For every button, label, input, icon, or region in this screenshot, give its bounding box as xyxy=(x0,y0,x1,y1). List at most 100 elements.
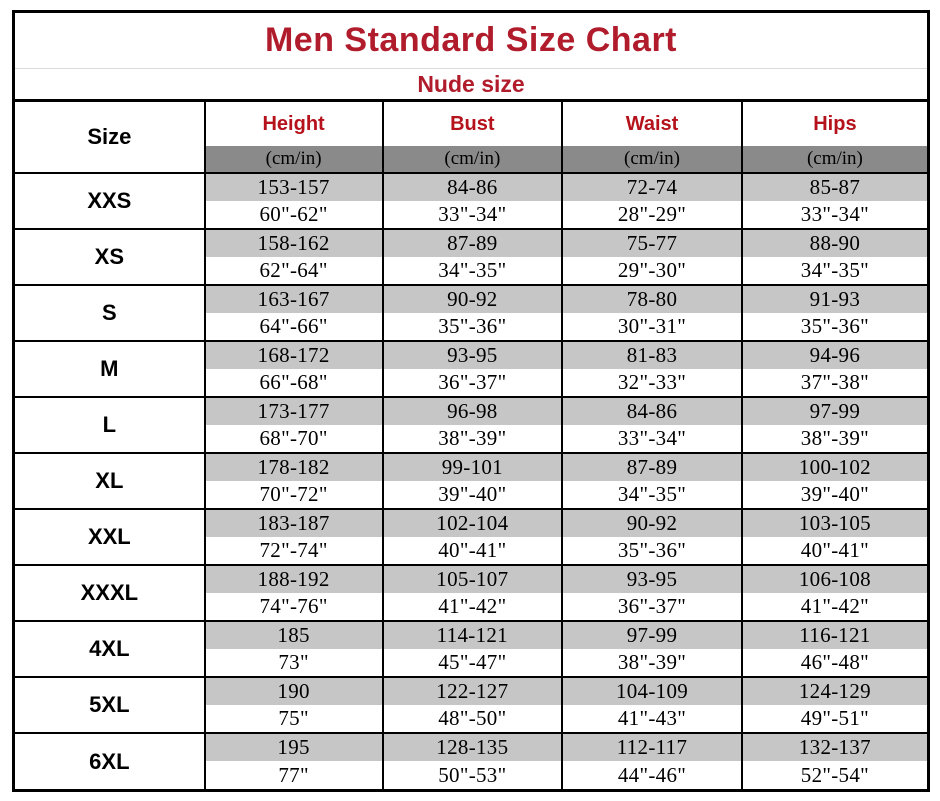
height-cm-cell: 190 xyxy=(203,676,384,705)
size-label: 6XL xyxy=(15,732,206,789)
size-row-cm: L 173-177 96-98 84-86 97-99 xyxy=(15,396,927,453)
size-row-cm: 5XL 190 122-127 104-109 124-129 xyxy=(15,676,927,733)
waist-in-cell: 29"-30" xyxy=(561,257,743,285)
bust-in-cell: 34"-35" xyxy=(381,257,564,285)
hips-cm-cell: 88-90 xyxy=(740,228,927,257)
hips-cm-cell: 106-108 xyxy=(740,564,927,593)
hips-cm-cell: 124-129 xyxy=(740,676,927,705)
unit-label-hips: (cm/in) xyxy=(740,146,927,174)
size-row-in: 77" 50"-53" 44"-46" 52"-54" xyxy=(15,761,927,789)
height-in-cell: 68"-70" xyxy=(204,425,384,453)
height-in-cell: 72"-74" xyxy=(204,537,384,565)
bust-cm-cell: 99-101 xyxy=(381,452,564,481)
waist-in-cell: 36"-37" xyxy=(561,593,743,621)
size-row-in: 70"-72" 39"-40" 34"-35" 39"-40" xyxy=(15,481,927,509)
bust-in-cell: 38"-39" xyxy=(381,425,564,453)
height-cm-cell: 195 xyxy=(203,732,384,761)
hips-in-cell: 38"-39" xyxy=(740,425,927,453)
height-in-cell: 62"-64" xyxy=(204,257,384,285)
unit-label-bust: (cm/in) xyxy=(381,146,564,174)
size-row-cm: XXS 153-157 84-86 72-74 85-87 xyxy=(15,172,927,229)
height-in-cell: 70"-72" xyxy=(204,481,384,509)
height-cm-cell: 188-192 xyxy=(203,564,384,593)
waist-cm-cell: 81-83 xyxy=(561,340,743,369)
hips-in-cell: 40"-41" xyxy=(740,537,927,565)
chart-subtitle: Nude size xyxy=(15,69,927,102)
bust-in-cell: 39"-40" xyxy=(381,481,564,509)
size-label: L xyxy=(15,396,206,453)
bust-cm-cell: 105-107 xyxy=(381,564,564,593)
bust-cm-cell: 93-95 xyxy=(381,340,564,369)
size-row-cm: XXXL 188-192 105-107 93-95 106-108 xyxy=(15,564,927,621)
height-cm-cell: 163-167 xyxy=(203,284,384,313)
size-row-in: 68"-70" 38"-39" 33"-34" 38"-39" xyxy=(15,425,927,453)
size-row-in: 64"-66" 35"-36" 30"-31" 35"-36" xyxy=(15,313,927,341)
hips-in-cell: 46"-48" xyxy=(740,649,927,677)
height-cm-cell: 153-157 xyxy=(203,172,384,201)
height-in-cell: 75" xyxy=(204,705,384,733)
hips-in-cell: 39"-40" xyxy=(740,481,927,509)
waist-in-cell: 34"-35" xyxy=(561,481,743,509)
height-in-cell: 60"-62" xyxy=(204,201,384,229)
column-header-height: Height xyxy=(203,102,384,146)
height-in-cell: 66"-68" xyxy=(204,369,384,397)
hips-cm-cell: 132-137 xyxy=(740,732,927,761)
size-row-in: 73" 45"-47" 38"-39" 46"-48" xyxy=(15,649,927,677)
size-row-in: 62"-64" 34"-35" 29"-30" 34"-35" xyxy=(15,257,927,285)
bust-cm-cell: 102-104 xyxy=(381,508,564,537)
height-in-cell: 74"-76" xyxy=(204,593,384,621)
size-table-body: XXS 153-157 84-86 72-74 85-87 60"-62" 33… xyxy=(15,172,927,789)
size-table: Size Height Bust Waist Hips (cm/in) (cm/… xyxy=(15,102,927,789)
waist-in-cell: 30"-31" xyxy=(561,313,743,341)
size-row-cm: 6XL 195 128-135 112-117 132-137 xyxy=(15,732,927,789)
hips-in-cell: 49"-51" xyxy=(740,705,927,733)
column-header-bust: Bust xyxy=(381,102,564,146)
size-row-in: 60"-62" 33"-34" 28"-29" 33"-34" xyxy=(15,201,927,229)
size-label: 4XL xyxy=(15,620,206,677)
waist-cm-cell: 75-77 xyxy=(561,228,743,257)
waist-cm-cell: 72-74 xyxy=(561,172,743,201)
waist-in-cell: 41"-43" xyxy=(561,705,743,733)
bust-cm-cell: 114-121 xyxy=(381,620,564,649)
bust-in-cell: 40"-41" xyxy=(381,537,564,565)
waist-cm-cell: 112-117 xyxy=(561,732,743,761)
bust-in-cell: 50"-53" xyxy=(381,761,564,789)
bust-cm-cell: 84-86 xyxy=(381,172,564,201)
bust-cm-cell: 96-98 xyxy=(381,396,564,425)
hips-in-cell: 33"-34" xyxy=(740,201,927,229)
height-cm-cell: 185 xyxy=(203,620,384,649)
size-chart-frame: Men Standard Size Chart Nude size Size H… xyxy=(12,10,930,792)
size-label: XL xyxy=(15,452,206,509)
bust-in-cell: 36"-37" xyxy=(381,369,564,397)
waist-cm-cell: 104-109 xyxy=(561,676,743,705)
size-row-in: 74"-76" 41"-42" 36"-37" 41"-42" xyxy=(15,593,927,621)
bust-cm-cell: 90-92 xyxy=(381,284,564,313)
height-in-cell: 77" xyxy=(204,761,384,789)
bust-cm-cell: 128-135 xyxy=(381,732,564,761)
chart-title: Men Standard Size Chart xyxy=(15,13,927,69)
size-label: 5XL xyxy=(15,676,206,733)
size-row-cm: XS 158-162 87-89 75-77 88-90 xyxy=(15,228,927,285)
hips-in-cell: 37"-38" xyxy=(740,369,927,397)
waist-in-cell: 32"-33" xyxy=(561,369,743,397)
size-row-cm: M 168-172 93-95 81-83 94-96 xyxy=(15,340,927,397)
waist-in-cell: 28"-29" xyxy=(561,201,743,229)
size-row-in: 66"-68" 36"-37" 32"-33" 37"-38" xyxy=(15,369,927,397)
bust-in-cell: 35"-36" xyxy=(381,313,564,341)
height-in-cell: 64"-66" xyxy=(204,313,384,341)
hips-in-cell: 52"-54" xyxy=(740,761,927,789)
size-label: XXS xyxy=(15,172,206,229)
hips-cm-cell: 103-105 xyxy=(740,508,927,537)
bust-in-cell: 41"-42" xyxy=(381,593,564,621)
hips-cm-cell: 94-96 xyxy=(740,340,927,369)
waist-in-cell: 38"-39" xyxy=(561,649,743,677)
size-label: M xyxy=(15,340,206,397)
waist-cm-cell: 78-80 xyxy=(561,284,743,313)
waist-cm-cell: 90-92 xyxy=(561,508,743,537)
column-header-size: Size xyxy=(15,102,206,173)
waist-cm-cell: 93-95 xyxy=(561,564,743,593)
waist-in-cell: 44"-46" xyxy=(561,761,743,789)
size-row-cm: S 163-167 90-92 78-80 91-93 xyxy=(15,284,927,341)
column-header-waist: Waist xyxy=(561,102,743,146)
